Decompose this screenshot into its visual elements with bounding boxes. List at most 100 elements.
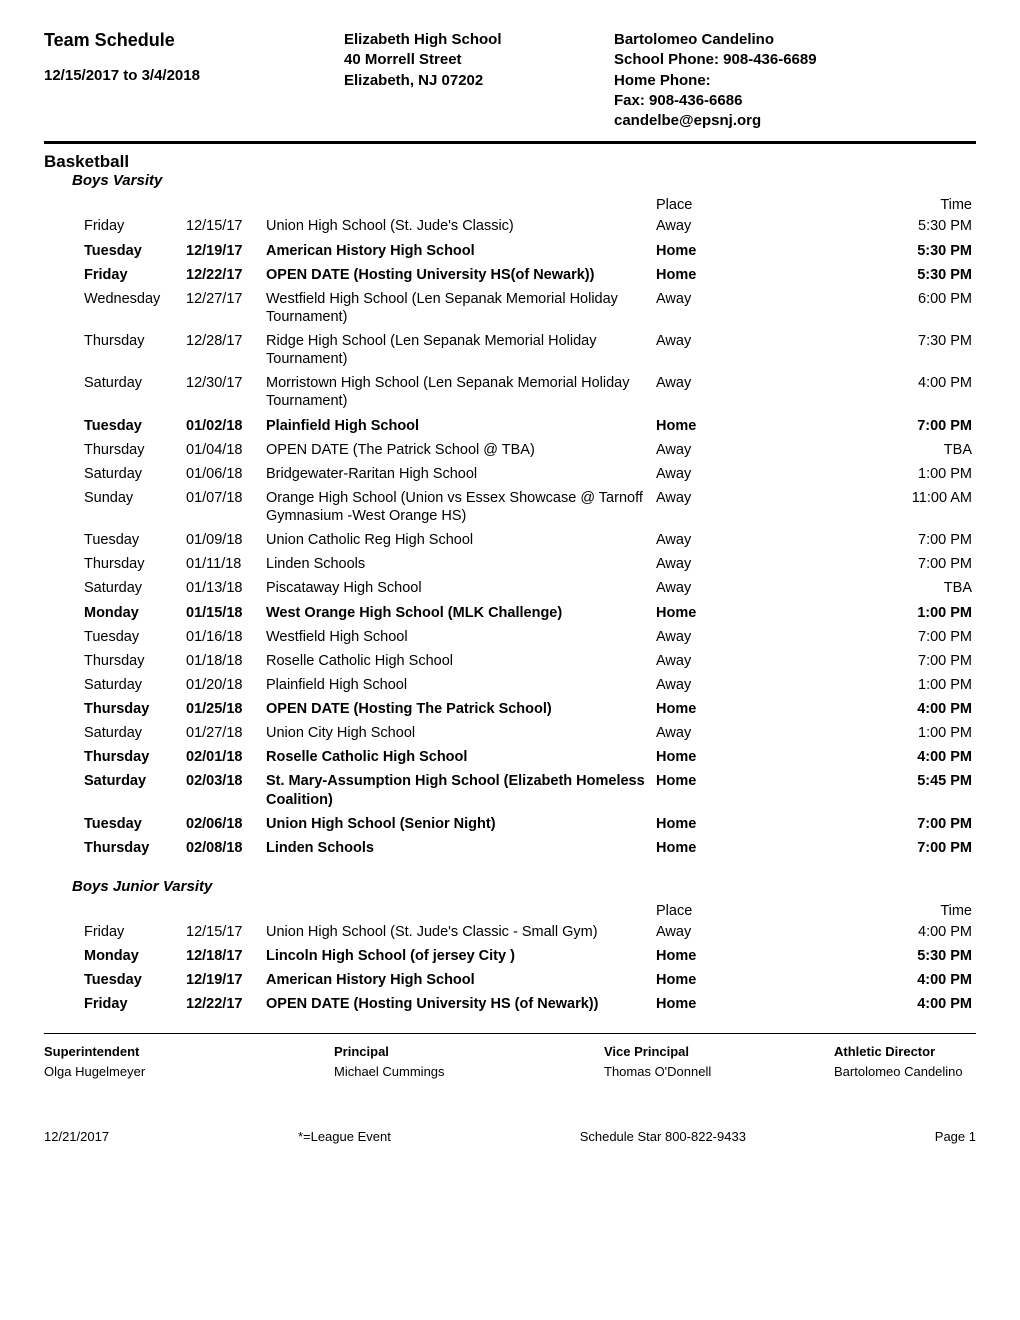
cell-date: 12/30/17	[182, 371, 262, 413]
cell-opponent: American History High School	[262, 239, 652, 263]
cell-place: Away	[652, 673, 812, 697]
cell-time: 5:30 PM	[812, 239, 976, 263]
cell-place: Home	[652, 968, 812, 992]
table-row: Friday12/15/17Union High School (St. Jud…	[80, 214, 976, 238]
table-row: Monday01/15/18West Orange High School (M…	[80, 601, 976, 625]
cell-time: 7:00 PM	[812, 552, 976, 576]
footer-date: 12/21/2017	[44, 1129, 109, 1144]
cell-opponent: Linden Schools	[262, 836, 652, 860]
cell-place: Home	[652, 239, 812, 263]
cell-place: Home	[652, 992, 812, 1016]
cell-date: 01/25/18	[182, 697, 262, 721]
cell-opponent: Plainfield High School	[262, 414, 652, 438]
cell-day: Sunday	[80, 486, 182, 528]
cell-date: 01/13/18	[182, 576, 262, 600]
cell-opponent: West Orange High School (MLK Challenge)	[262, 601, 652, 625]
principal-title: Principal	[334, 1044, 604, 1059]
cell-opponent: American History High School	[262, 968, 652, 992]
cell-date: 01/16/18	[182, 625, 262, 649]
varsity-schedule-table: PlaceTimeFriday12/15/17Union High School…	[80, 193, 976, 860]
cell-time: 5:45 PM	[812, 769, 976, 811]
cell-place: Home	[652, 263, 812, 287]
cell-time: 5:30 PM	[812, 214, 976, 238]
superintendent-name: Olga Hugelmeyer	[44, 1064, 334, 1079]
table-row: Friday12/15/17Union High School (St. Jud…	[80, 920, 976, 944]
table-row: Sunday01/07/18Orange High School (Union …	[80, 486, 976, 528]
cell-opponent: Ridge High School (Len Sepanak Memorial …	[262, 329, 652, 371]
table-row: Tuesday01/16/18Westfield High SchoolAway…	[80, 625, 976, 649]
cell-day: Wednesday	[80, 287, 182, 329]
cell-day: Saturday	[80, 371, 182, 413]
cell-date: 01/04/18	[182, 438, 262, 462]
table-row: Tuesday12/19/17American History High Sch…	[80, 239, 976, 263]
cell-opponent: OPEN DATE (Hosting The Patrick School)	[262, 697, 652, 721]
cell-time: 11:00 AM	[812, 486, 976, 528]
cell-place: Home	[652, 836, 812, 860]
table-row: Tuesday02/06/18Union High School (Senior…	[80, 812, 976, 836]
cell-day: Thursday	[80, 552, 182, 576]
footer-vendor: Schedule Star 800-822-9433	[580, 1129, 746, 1144]
page-footer: 12/21/2017 *=League Event Schedule Star …	[44, 1129, 976, 1144]
cell-opponent: OPEN DATE (Hosting University HS(of Newa…	[262, 263, 652, 287]
cell-date: 01/07/18	[182, 486, 262, 528]
cell-day: Saturday	[80, 673, 182, 697]
athletic-director-title: Athletic Director	[834, 1044, 976, 1059]
cell-opponent: Linden Schools	[262, 552, 652, 576]
cell-day: Tuesday	[80, 414, 182, 438]
cell-time: 7:00 PM	[812, 812, 976, 836]
cell-opponent: Morristown High School (Len Sepanak Memo…	[262, 371, 652, 413]
cell-day: Saturday	[80, 462, 182, 486]
footer-legend: *=League Event	[298, 1129, 391, 1144]
cell-date: 02/01/18	[182, 745, 262, 769]
table-row: Saturday01/06/18Bridgewater-Raritan High…	[80, 462, 976, 486]
cell-day: Friday	[80, 992, 182, 1016]
sport-title: Basketball	[44, 152, 976, 172]
date-range: 12/15/2017 to 3/4/2018	[44, 67, 344, 84]
cell-opponent: Plainfield High School	[262, 673, 652, 697]
varsity-label: Boys Varsity	[72, 172, 976, 189]
jv-label: Boys Junior Varsity	[72, 878, 976, 895]
cell-day: Friday	[80, 920, 182, 944]
cell-time: 7:00 PM	[812, 625, 976, 649]
cell-opponent: Orange High School (Union vs Essex Showc…	[262, 486, 652, 528]
table-row: Friday12/22/17OPEN DATE (Hosting Univers…	[80, 992, 976, 1016]
table-row: Thursday02/08/18Linden SchoolsHome7:00 P…	[80, 836, 976, 860]
cell-opponent: Bridgewater-Raritan High School	[262, 462, 652, 486]
officials-section: Superintendent Olga Hugelmeyer Principal…	[44, 1033, 976, 1079]
cell-day: Thursday	[80, 649, 182, 673]
cell-day: Tuesday	[80, 812, 182, 836]
cell-time: TBA	[812, 438, 976, 462]
cell-place: Home	[652, 697, 812, 721]
cell-date: 01/09/18	[182, 528, 262, 552]
divider-top	[44, 141, 976, 144]
table-row: Thursday02/01/18Roselle Catholic High Sc…	[80, 745, 976, 769]
table-row: Saturday01/27/18Union City High SchoolAw…	[80, 721, 976, 745]
cell-place: Away	[652, 625, 812, 649]
cell-place: Home	[652, 745, 812, 769]
cell-opponent: Lincoln High School (of jersey City )	[262, 944, 652, 968]
athletic-director-block: Athletic Director Bartolomeo Candelino	[834, 1044, 976, 1079]
cell-day: Saturday	[80, 576, 182, 600]
col-header-place: Place	[652, 899, 812, 920]
principal-block: Principal Michael Cummings	[334, 1044, 604, 1079]
cell-day: Tuesday	[80, 239, 182, 263]
cell-date: 02/03/18	[182, 769, 262, 811]
contact-name: Bartolomeo Candelino	[614, 30, 976, 50]
table-row: Saturday01/13/18Piscataway High SchoolAw…	[80, 576, 976, 600]
table-row: Monday12/18/17Lincoln High School (of je…	[80, 944, 976, 968]
superintendent-block: Superintendent Olga Hugelmeyer	[44, 1044, 334, 1079]
col-header-time: Time	[812, 193, 976, 214]
cell-date: 12/15/17	[182, 214, 262, 238]
cell-day: Monday	[80, 601, 182, 625]
cell-day: Tuesday	[80, 625, 182, 649]
cell-place: Away	[652, 576, 812, 600]
cell-time: 1:00 PM	[812, 462, 976, 486]
cell-place: Home	[652, 812, 812, 836]
cell-time: 6:00 PM	[812, 287, 976, 329]
cell-date: 02/06/18	[182, 812, 262, 836]
cell-day: Thursday	[80, 836, 182, 860]
cell-place: Away	[652, 371, 812, 413]
cell-place: Away	[652, 287, 812, 329]
cell-date: 01/15/18	[182, 601, 262, 625]
cell-day: Saturday	[80, 721, 182, 745]
